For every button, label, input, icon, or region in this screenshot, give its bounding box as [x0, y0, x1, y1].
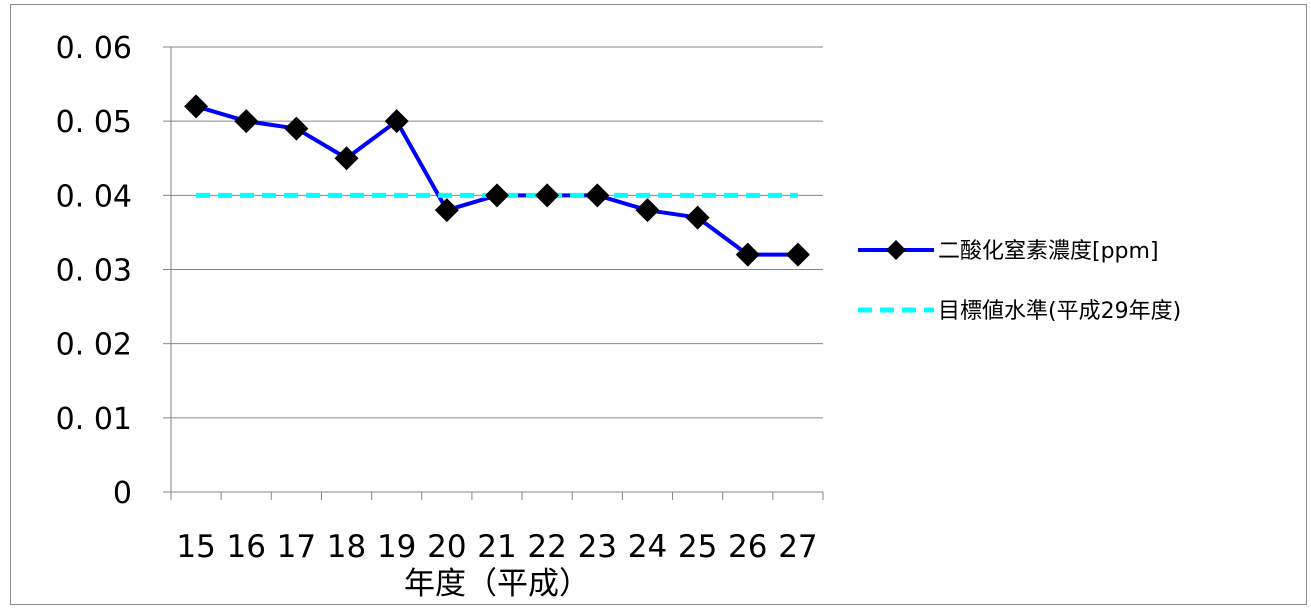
data-point-marker	[735, 242, 760, 267]
x-axis-title: 年度（平成）	[404, 566, 590, 602]
data-point-marker	[384, 109, 409, 134]
legend-marker	[886, 240, 906, 260]
data-point-marker	[184, 94, 209, 119]
x-tick-label: 15	[176, 529, 215, 565]
data-point-marker	[635, 198, 660, 223]
x-tick-labels: 15 16 17 18 19 20 21 22 23 24 25 26 27	[176, 529, 817, 565]
x-tick-label: 21	[477, 529, 516, 565]
data-point-marker	[284, 116, 309, 141]
data-point-marker	[334, 146, 359, 171]
x-tick-label: 19	[377, 529, 416, 565]
data-point-marker	[234, 109, 259, 134]
legend-label: 目標値水準(平成29年度)	[938, 299, 1181, 324]
data-point-marker	[685, 205, 710, 230]
data-point-marker	[485, 183, 509, 208]
y-tick-label: 0	[113, 476, 132, 511]
data-point-marker	[535, 183, 560, 208]
y-tick-label: 0. 06	[56, 31, 132, 66]
legend-label: 二酸化窒素濃度[ppm]	[938, 239, 1159, 264]
axes	[163, 46, 824, 500]
chart-frame	[10, 4, 1307, 605]
y-tick-labels: 0 0. 01 0. 02 0. 03 0. 04 0. 05 0. 06	[56, 31, 132, 511]
x-tick-label: 16	[227, 529, 266, 565]
y-tick-label: 0. 03	[56, 254, 132, 289]
x-tick-label: 27	[778, 529, 817, 565]
legend: 二酸化窒素濃度[ppm] 目標値水準(平成29年度)	[858, 239, 1181, 324]
data-point-marker	[585, 183, 610, 208]
gridlines	[171, 46, 823, 419]
x-tick-label: 25	[678, 529, 717, 565]
x-tick-label: 24	[628, 529, 667, 565]
x-tick-label: 26	[728, 529, 767, 565]
x-tick-label: 18	[327, 529, 366, 565]
x-tick-label: 22	[527, 529, 566, 565]
data-point-marker	[785, 242, 810, 267]
y-tick-label: 0. 04	[56, 179, 132, 214]
x-tick-label: 17	[277, 529, 316, 565]
x-tick-label: 23	[578, 529, 617, 565]
series-markers	[184, 94, 810, 267]
y-tick-label: 0. 01	[56, 402, 132, 437]
y-tick-label: 0. 02	[56, 328, 132, 363]
data-point-marker	[434, 198, 459, 223]
y-tick-label: 0. 05	[56, 105, 132, 140]
x-tick-label: 20	[427, 529, 466, 565]
